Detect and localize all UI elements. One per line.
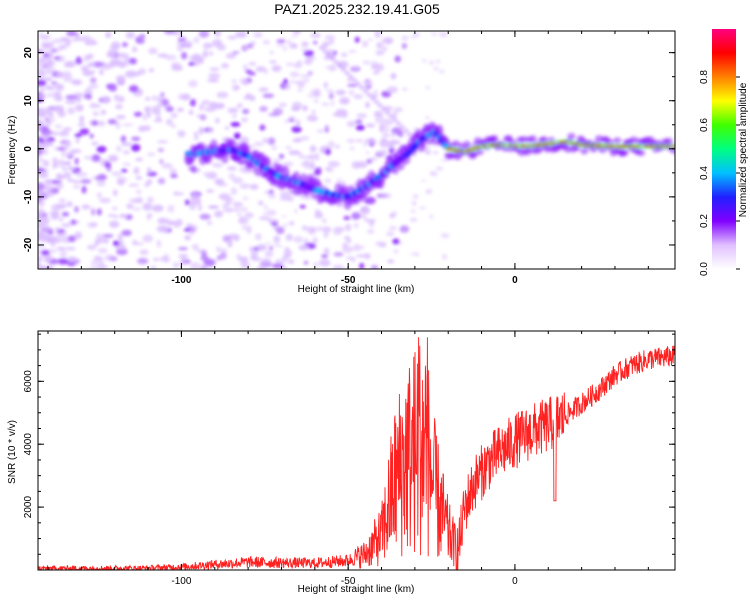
snr-axes: -100 -50 0 2000 4000 6000 bbox=[23, 331, 675, 587]
colorbar-label: Normalized spectral amplitude bbox=[738, 82, 749, 217]
snr-frame bbox=[37, 330, 676, 571]
spectrogram-ytick-label: -20 bbox=[23, 237, 34, 252]
colorbar-ticks: 0.0 0.2 0.4 0.6 0.8 bbox=[699, 70, 740, 276]
snr-xtick-label: -50 bbox=[341, 576, 356, 587]
colorbar-tick-label: 0.4 bbox=[699, 166, 710, 180]
snr-panel: -100 -50 0 2000 4000 6000 Height of straight … bbox=[7, 330, 676, 595]
spectrogram-xlabel: Height of straight line (km) bbox=[298, 284, 415, 295]
colorbar: 0.0 0.2 0.4 0.6 0.8 Normalized spectral ampl… bbox=[699, 29, 749, 276]
spectrogram-xtick-label: 0 bbox=[512, 275, 518, 286]
snr-ytick-label: 6000 bbox=[23, 370, 34, 393]
snr-xtick-label: 0 bbox=[512, 576, 518, 587]
spectrogram-xtick-label: -50 bbox=[341, 275, 356, 286]
spectrogram-ytick-label: 20 bbox=[23, 47, 34, 59]
spectrogram-frame bbox=[37, 30, 676, 270]
spectrogram-ylabel: Frequency (Hz) bbox=[7, 116, 18, 185]
snr-ytick-label: 2000 bbox=[23, 496, 34, 519]
snr-ytick-label: 4000 bbox=[23, 433, 34, 456]
spectrogram-ytick-label: 0 bbox=[23, 146, 34, 152]
snr-ylabel: SNR (10 * v/v) bbox=[7, 420, 18, 484]
snr-series-line bbox=[38, 337, 675, 570]
spectrogram-xtick-label: -100 bbox=[171, 275, 191, 286]
spectrogram-ridge bbox=[184, 121, 675, 210]
snr-xlabel: Height of straight line (km) bbox=[298, 584, 415, 595]
spectrogram-ytick-label: -10 bbox=[23, 189, 34, 204]
spectrogram-heatmap bbox=[38, 31, 675, 269]
snr-xtick-label: -100 bbox=[171, 576, 191, 587]
spectrogram-noise bbox=[38, 31, 450, 269]
colorbar-bar bbox=[712, 29, 736, 269]
colorbar-tick-label: 0.2 bbox=[699, 214, 710, 228]
figure-title: PAZ1.2025.232.19.41.G05 bbox=[274, 1, 440, 17]
colorbar-tick-label: 0.0 bbox=[699, 262, 710, 276]
spectrogram-ytick-label: 10 bbox=[23, 95, 34, 107]
colorbar-tick-label: 0.8 bbox=[699, 70, 710, 84]
colorbar-tick-label: 0.6 bbox=[699, 118, 710, 132]
